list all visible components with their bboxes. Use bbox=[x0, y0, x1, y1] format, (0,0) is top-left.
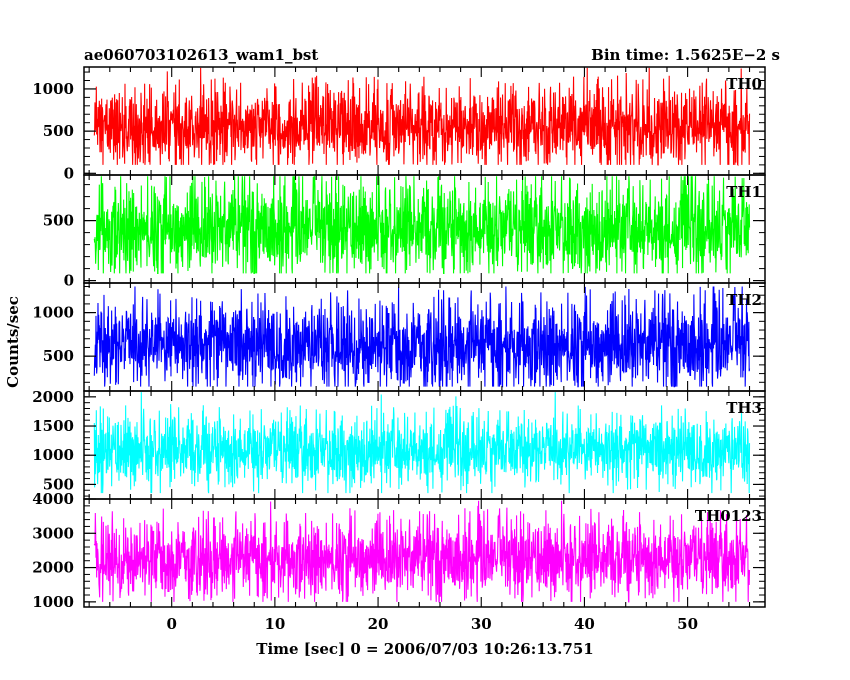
x-tick-label: 0 bbox=[166, 615, 176, 633]
y-tick-label: 1000 bbox=[32, 446, 74, 464]
panel-th3: 500 1000 1500 2000 TH3 bbox=[32, 388, 766, 500]
series-label-th3: TH3 bbox=[726, 399, 762, 417]
y-tick-label: 1000 bbox=[32, 80, 74, 98]
x-tick-label: 50 bbox=[677, 615, 698, 633]
y-tick-label: 2000 bbox=[32, 559, 74, 577]
y-tick-label: 0 bbox=[64, 164, 74, 182]
y-axis-label: Counts/sec bbox=[4, 296, 22, 388]
y-tick-label: 500 bbox=[43, 347, 74, 365]
y-tick-label: 2000 bbox=[32, 388, 74, 406]
series-line-th1 bbox=[93, 176, 751, 274]
y-tick-label: 500 bbox=[43, 475, 74, 493]
series-line-th0 bbox=[93, 67, 751, 167]
panel-frame bbox=[83, 498, 766, 608]
series-line-th2 bbox=[93, 286, 751, 388]
chart-title: ae060703102613_wam1_bst bbox=[84, 46, 318, 64]
y-tick-label: 3000 bbox=[32, 524, 74, 542]
series-line-th3 bbox=[93, 392, 751, 494]
y-tick-label: 4000 bbox=[32, 490, 74, 508]
x-axis-label: Time [sec] 0 = 2006/07/03 10:26:13.751 bbox=[256, 640, 593, 658]
series-label-th2: TH2 bbox=[726, 291, 762, 309]
y-tick-label: 500 bbox=[43, 122, 74, 140]
y-tick-label: 1000 bbox=[32, 593, 74, 611]
series-label-th1: TH1 bbox=[726, 183, 762, 201]
y-tick-label: 500 bbox=[43, 212, 74, 230]
series-line-th0123 bbox=[93, 500, 751, 603]
x-tick-label: 20 bbox=[368, 615, 389, 633]
y-tick-label: 1000 bbox=[32, 304, 74, 322]
series-label-th0: TH0 bbox=[726, 75, 762, 93]
series-label-th0123: TH0123 bbox=[695, 507, 762, 525]
x-tick-label: 30 bbox=[471, 615, 492, 633]
y-tick-label: 0 bbox=[64, 272, 74, 290]
panel-th2: 500 1000 TH2 bbox=[32, 282, 766, 392]
panel-th0123: 1000 2000 3000 4000 TH0123 bbox=[32, 490, 766, 611]
x-tick-label: 40 bbox=[574, 615, 595, 633]
panel-th0: 0 500 1000 TH0 bbox=[32, 66, 766, 182]
x-tick-label: 10 bbox=[264, 615, 285, 633]
bin-time-label: Bin time: 1.5625E−2 s bbox=[591, 46, 780, 64]
y-tick-label: 1500 bbox=[32, 417, 74, 435]
panel-th1: 0 500 TH1 bbox=[43, 174, 766, 290]
